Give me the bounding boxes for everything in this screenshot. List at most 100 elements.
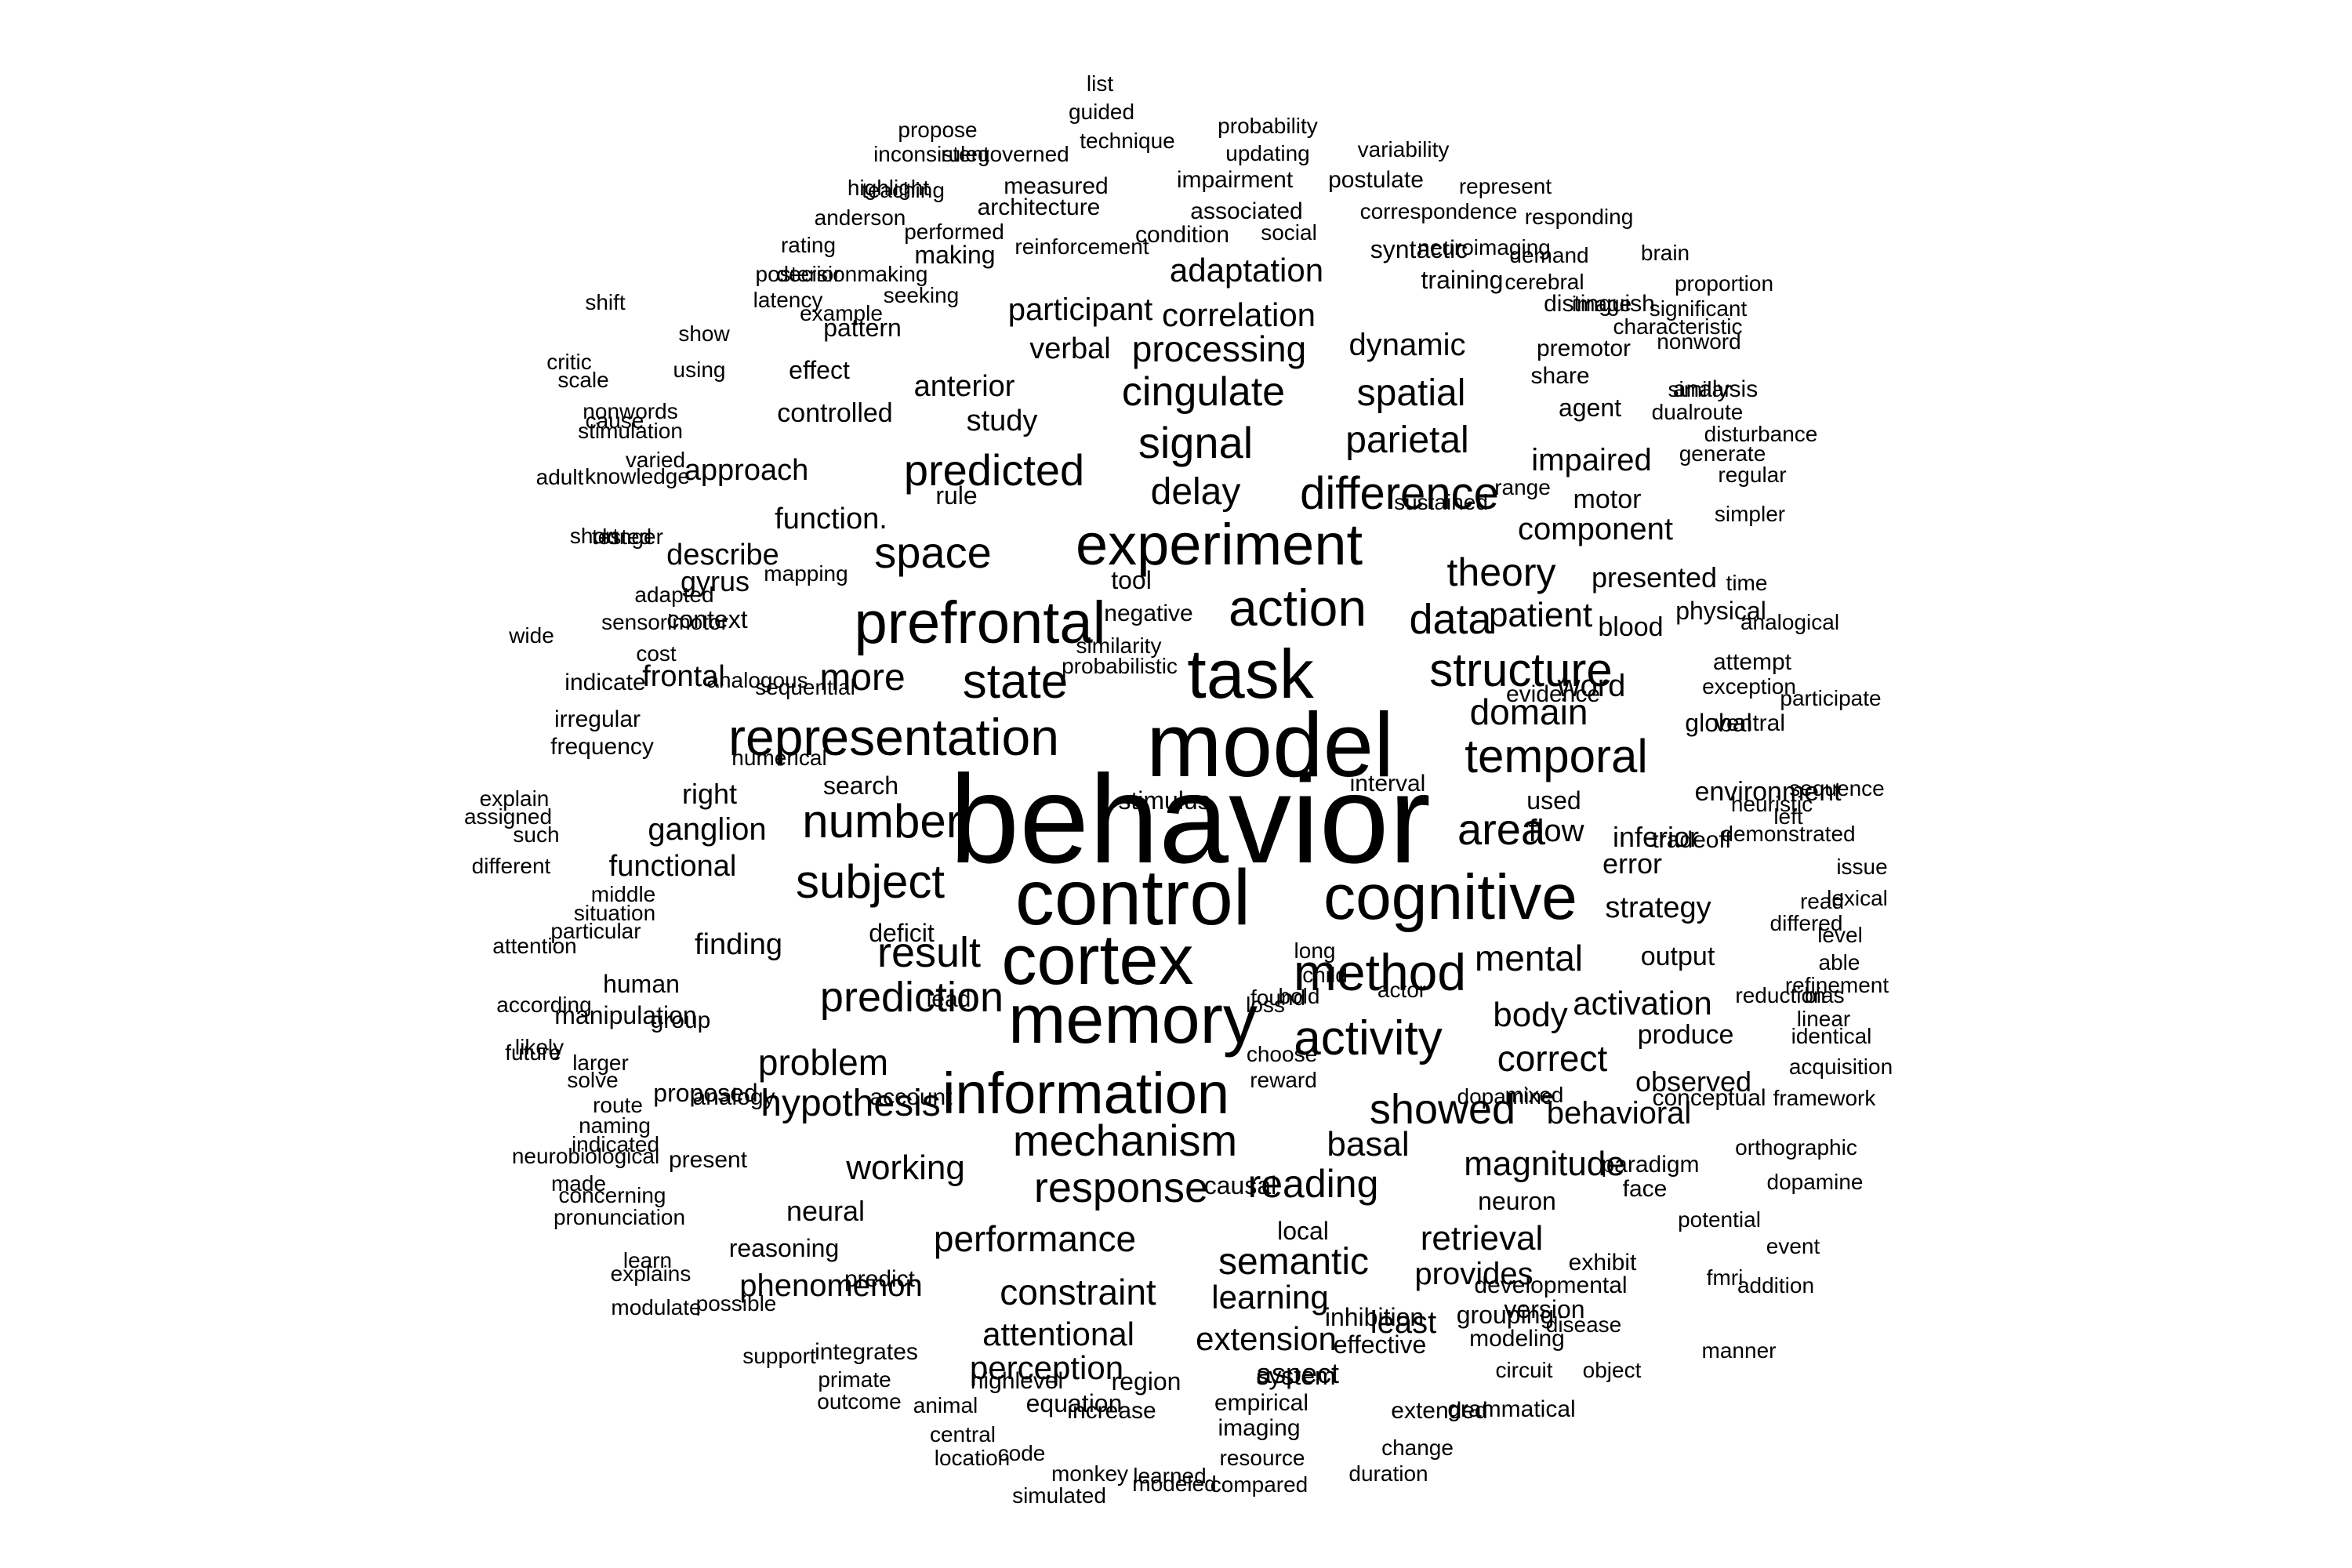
cloud-word-measured: measured (1004, 173, 1109, 199)
cloud-word-attempt: attempt (1712, 649, 1792, 675)
cloud-word-semantic: semantic (1218, 1241, 1370, 1283)
cloud-word-dualroute: dualroute (1651, 400, 1744, 424)
cloud-word-child: child (1302, 963, 1348, 987)
cloud-word-associated: associated (1190, 198, 1303, 224)
cloud-word-tool: tool (1111, 566, 1152, 594)
cloud-word-experiment: experiment (1075, 512, 1363, 577)
cloud-word-neuron: neuron (1478, 1187, 1556, 1215)
cloud-word-share: share (1530, 363, 1590, 389)
cloud-word-system: system (1256, 1362, 1336, 1390)
cloud-word-framework: framework (1773, 1086, 1876, 1110)
cloud-word-nonword: nonword (1657, 329, 1741, 354)
cloud-word-rulegoverned: rulegoverned (941, 142, 1069, 166)
cloud-word-neuroimaging: neuroimaging (1417, 235, 1551, 260)
cloud-word-indicate: indicate (564, 670, 646, 695)
cloud-word-retrieval: retrieval (1420, 1219, 1544, 1258)
cloud-word-representation: representation (728, 708, 1059, 766)
cloud-word-long: long (1294, 938, 1336, 963)
cloud-word-effective: effective (1333, 1330, 1427, 1359)
cloud-word-behavior: behavior (949, 749, 1431, 889)
cloud-word-lead: lead (926, 986, 971, 1012)
cloud-word-action: action (1228, 579, 1367, 637)
cloud-word-guided: guided (1068, 100, 1135, 124)
cloud-word-sensorimotor: sensorimotor (601, 610, 728, 634)
cloud-word-frontal: frontal (642, 660, 725, 693)
cloud-word-negative: negative (1104, 601, 1193, 626)
cloud-word-sequential: sequential (755, 675, 855, 699)
cloud-word-dopamine: dopamine (1457, 1084, 1554, 1109)
cloud-word-latency: latency (753, 288, 823, 312)
cloud-word-conceptual: conceptual (1652, 1085, 1766, 1111)
cloud-word-distinguish: distinguish (1544, 291, 1655, 317)
cloud-word-used: used (1526, 786, 1581, 815)
cloud-word-more: more (819, 657, 906, 699)
cloud-word-aspect: aspect (1255, 1357, 1340, 1389)
cloud-word-cause: cause (585, 408, 644, 433)
cloud-word-verbal: verbal (1029, 332, 1111, 365)
cloud-word-condition: condition (1134, 222, 1230, 248)
cloud-word-explain: explain (479, 786, 550, 811)
cloud-word-version: version (1504, 1295, 1585, 1323)
cloud-word-strategy: strategy (1605, 891, 1711, 924)
cloud-word-explains: explains (610, 1261, 691, 1286)
cloud-word-approach: approach (684, 454, 809, 487)
cloud-word-parietal: parietal (1345, 419, 1469, 461)
cloud-word-predict: predict (844, 1266, 916, 1292)
cloud-word-likely: likely (514, 1035, 564, 1059)
cloud-word-syntactic: syntactic (1370, 235, 1468, 263)
cloud-word-lexical: lexical (1827, 886, 1888, 910)
cloud-word-cingulate: cingulate (1121, 369, 1286, 415)
cloud-word-premotor: premotor (1536, 336, 1632, 361)
cloud-word-neurobiological: neurobiological (511, 1144, 660, 1168)
cloud-word-heuristic: heuristic (1730, 792, 1813, 816)
cloud-word-exhibit: exhibit (1568, 1250, 1637, 1276)
cloud-word-finding: finding (695, 928, 782, 961)
cloud-word-range: range (1494, 475, 1551, 499)
cloud-word-change: change (1381, 1436, 1454, 1460)
cloud-word-phenomenon: phenomenon (739, 1269, 923, 1303)
cloud-word-space: space (874, 528, 992, 577)
cloud-word-modeled: modeled (1132, 1472, 1217, 1496)
cloud-word-inhibition: inhibition (1324, 1303, 1425, 1331)
cloud-word-ganglion: ganglion (648, 812, 767, 847)
cloud-word-object: object (1582, 1358, 1642, 1382)
cloud-word-memory: memory (1008, 980, 1258, 1058)
cloud-word-wide: wide (509, 623, 554, 648)
cloud-word-global: global (1685, 709, 1752, 737)
cloud-word-proposed: proposed (653, 1079, 758, 1107)
cloud-word-event: event (1766, 1234, 1820, 1258)
cloud-word-exception: exception (1702, 674, 1796, 699)
cloud-word-shift: shift (585, 290, 626, 314)
cloud-word-nonwords: nonwords (583, 399, 678, 423)
cloud-word-short: short (569, 524, 619, 548)
cloud-word-agent: agent (1558, 394, 1622, 422)
cloud-word-scale: scale (557, 368, 609, 392)
cloud-word-future: future (505, 1040, 561, 1065)
cloud-word-adapted: adapted (634, 583, 714, 607)
cloud-word-code: code (997, 1441, 1046, 1465)
cloud-word-manner: manner (1701, 1338, 1777, 1363)
cloud-word-rule: rule (935, 481, 978, 510)
cloud-word-updating: updating (1225, 141, 1310, 165)
cloud-word-developmental: developmental (1474, 1272, 1628, 1298)
cloud-word-read: read (1799, 889, 1845, 913)
cloud-word-simpler: simpler (1714, 502, 1786, 526)
cloud-word-domain: domain (1469, 691, 1588, 732)
cloud-word-choose: choose (1246, 1042, 1318, 1066)
cloud-word-found: found (1250, 985, 1306, 1010)
cloud-word-represent: represent (1458, 174, 1552, 198)
cloud-word-modeling: modeling (1469, 1326, 1565, 1352)
cloud-word-sequence: sequence (1789, 776, 1885, 800)
cloud-word-performance: performance (933, 1218, 1137, 1259)
cloud-word-area: area (1457, 804, 1546, 854)
cloud-word-tested: tested (591, 524, 652, 549)
cloud-word-naming: naming (579, 1113, 651, 1138)
cloud-word-show: show (678, 321, 730, 346)
cloud-word-model: model (1146, 694, 1394, 796)
cloud-word-dynamic: dynamic (1348, 328, 1466, 362)
cloud-word-body: body (1493, 996, 1568, 1034)
cloud-word-paradigm: paradigm (1601, 1152, 1700, 1178)
cloud-word-attentional: attentional (982, 1316, 1134, 1352)
cloud-word-demonstrated: demonstrated (1721, 822, 1856, 846)
cloud-word-reduction: reduction (1735, 983, 1826, 1007)
